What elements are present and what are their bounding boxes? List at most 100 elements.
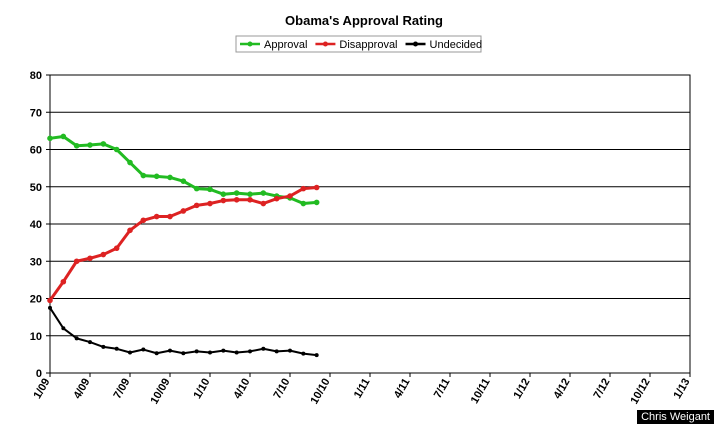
data-point [60, 133, 67, 140]
data-point [47, 135, 53, 142]
data-point [141, 347, 146, 352]
legend: Approval Disapproval Undecided [235, 35, 483, 53]
x-tick-label: 4/11 [392, 377, 413, 401]
data-point [300, 200, 307, 207]
y-tick-label: 70 [30, 107, 42, 119]
x-tick-label: 10/11 [469, 377, 493, 406]
data-point [60, 278, 67, 285]
data-point [88, 340, 92, 345]
x-tick-label: 7/11 [432, 377, 453, 401]
x-axis-ticks: 1/09 4/09 7/09 10/09 1/10 4/10 7/10 10/10 1/11 4/… [31, 373, 693, 407]
x-tick-label: 4/12 [551, 377, 572, 402]
x-tick-label: 10/09 [148, 377, 172, 407]
y-tick-label: 30 [30, 256, 42, 268]
data-point [127, 159, 133, 166]
data-point [181, 351, 186, 356]
data-point [193, 202, 200, 209]
data-point [87, 142, 93, 148]
data-point [113, 245, 120, 252]
x-tick-label: 4/09 [71, 377, 92, 402]
data-point [194, 349, 199, 354]
legend-item: Undecided [405, 39, 483, 51]
x-tick-label: 7/10 [271, 377, 292, 402]
data-point [47, 297, 53, 304]
data-point [180, 208, 187, 214]
data-point [113, 146, 120, 153]
legend-label: Disapproval [339, 39, 397, 51]
data-point [100, 141, 107, 147]
data-point [221, 348, 226, 353]
data-point [220, 197, 227, 204]
y-tick-label: 10 [30, 331, 42, 343]
y-axis-ticks: 0 10 20 30 40 50 60 70 80 [30, 70, 50, 380]
legend-box [235, 35, 482, 53]
legend-marker [322, 41, 328, 47]
data-point [273, 195, 280, 202]
data-point [153, 213, 160, 220]
y-tick-label: 60 [30, 145, 42, 157]
data-point [48, 305, 52, 310]
data-point [180, 178, 187, 184]
data-point [73, 142, 80, 149]
series-group [47, 133, 320, 358]
data-point [87, 255, 93, 262]
data-point [167, 174, 173, 181]
x-tick-label: 1/10 [191, 377, 212, 402]
data-point [208, 350, 212, 355]
data-point [234, 350, 239, 355]
x-tick-label: 4/10 [231, 377, 252, 402]
data-point [248, 349, 252, 354]
data-point [128, 350, 132, 355]
data-point [140, 217, 147, 224]
y-tick-label: 80 [30, 70, 42, 82]
x-tick-label: 1/13 [671, 377, 692, 402]
data-point [167, 213, 173, 220]
legend-label: Approval [264, 39, 307, 51]
data-point [127, 227, 133, 234]
credit-label: Chris Weigant [637, 410, 714, 424]
data-point [313, 199, 320, 206]
series-line [48, 186, 317, 302]
x-tick-label: 1/12 [511, 377, 532, 402]
series-undecided [48, 305, 319, 358]
y-tick-label: 50 [30, 182, 42, 194]
chart-title: Obama's Approval Rating [285, 13, 443, 28]
data-point [168, 348, 172, 353]
legend-marker [413, 41, 419, 47]
grid [50, 74, 690, 374]
legend-item: Disapproval [315, 39, 398, 51]
data-point [301, 351, 306, 356]
x-tick-label: 10/10 [308, 377, 332, 407]
data-point [74, 336, 79, 341]
data-point [207, 200, 213, 207]
x-tick-label: 1/09 [31, 377, 52, 402]
data-point [153, 173, 160, 180]
data-point [287, 193, 293, 199]
legend-marker [247, 41, 253, 47]
legend-item: Approval [240, 39, 307, 51]
data-point [61, 326, 66, 331]
data-point [73, 258, 80, 265]
data-point [154, 351, 159, 356]
data-point [260, 200, 267, 207]
data-point [140, 172, 147, 179]
y-tick-label: 0 [36, 368, 42, 380]
y-tick-label: 40 [30, 219, 42, 231]
data-point [220, 191, 227, 197]
x-tick-label: 7/09 [111, 377, 132, 402]
data-point [288, 348, 292, 353]
data-point [247, 196, 253, 203]
series-line [49, 307, 317, 357]
data-point [314, 353, 319, 358]
data-point [101, 344, 106, 349]
y-tick-label: 20 [30, 294, 42, 306]
data-point [313, 184, 320, 191]
legend-label: Undecided [430, 39, 483, 51]
data-point [100, 251, 107, 258]
series-disapproval [47, 184, 320, 304]
data-point [247, 191, 253, 197]
data-point [300, 185, 307, 192]
x-tick-label: 1/11 [352, 377, 373, 401]
data-point [233, 190, 240, 196]
